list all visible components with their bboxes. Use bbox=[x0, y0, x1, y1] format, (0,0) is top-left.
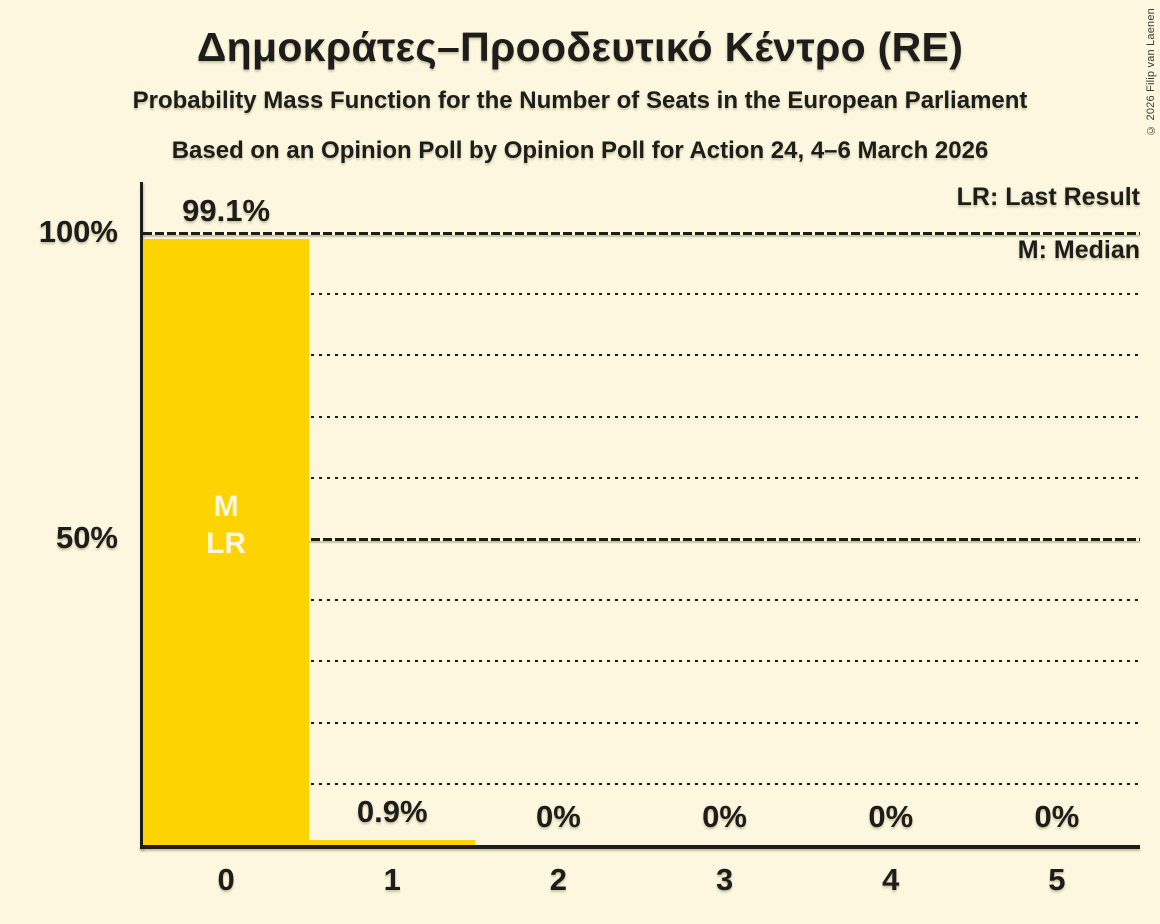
gridline-minor-20 bbox=[143, 721, 1140, 724]
x-tick-label-1: 1 bbox=[383, 862, 401, 897]
x-tick-label-0: 0 bbox=[217, 862, 235, 897]
chart-subtitle: Probability Mass Function for the Number… bbox=[132, 87, 1028, 114]
bar-value-label-0: 99.1% bbox=[182, 192, 271, 228]
bar-value-label-4: 0% bbox=[868, 799, 914, 834]
x-tick-label-3: 3 bbox=[715, 862, 734, 897]
y-tick-label-50: 50% bbox=[55, 520, 118, 555]
plot-area: LR: Last Result M: Median M LR 99.1% 0.9%… bbox=[143, 182, 1140, 845]
bar-seat-1 bbox=[309, 839, 476, 845]
gridline-minor-70 bbox=[143, 415, 1140, 418]
last-result-marker: LR bbox=[206, 527, 247, 560]
x-axis-line bbox=[140, 845, 1140, 849]
legend-last-result: LR: Last Result bbox=[956, 183, 1140, 211]
y-axis-line bbox=[140, 182, 143, 849]
x-axis-tick-labels: 0 1 2 3 4 5 bbox=[143, 862, 1140, 910]
gridline-minor-90 bbox=[143, 293, 1140, 296]
y-tick-label-100: 100% bbox=[38, 214, 118, 249]
gridline-minor-10 bbox=[143, 782, 1140, 785]
gridline-minor-40 bbox=[143, 599, 1140, 602]
gridline-major-100 bbox=[143, 232, 1140, 235]
gridline-minor-30 bbox=[143, 660, 1140, 663]
legend-median: M: Median bbox=[1017, 236, 1140, 264]
copyright-note: © 2026 Filip van Laenen bbox=[1145, 8, 1157, 136]
bar-seat-0 bbox=[143, 238, 310, 845]
bar-value-label-3: 0% bbox=[702, 799, 747, 834]
gridline-major-50 bbox=[143, 538, 1140, 541]
x-tick-label-2: 2 bbox=[549, 862, 568, 897]
bar0-inner-labels: M LR bbox=[143, 488, 309, 562]
page-title: Δημοκράτες–Προοδευτικό Κέντρο (RE) bbox=[196, 24, 964, 70]
poll-source-subtitle: Based on an Opinion Poll by Opinion Poll… bbox=[171, 137, 989, 164]
gridline-minor-60 bbox=[143, 476, 1140, 479]
median-marker: M bbox=[213, 490, 239, 523]
x-tick-label-5: 5 bbox=[1048, 862, 1066, 897]
gridline-minor-80 bbox=[143, 354, 1140, 357]
bar-value-label-2: 0% bbox=[536, 799, 581, 834]
bar-value-label-1: 0.9% bbox=[356, 793, 428, 829]
bar-value-label-5: 0% bbox=[1034, 799, 1080, 834]
x-tick-label-4: 4 bbox=[882, 862, 900, 897]
